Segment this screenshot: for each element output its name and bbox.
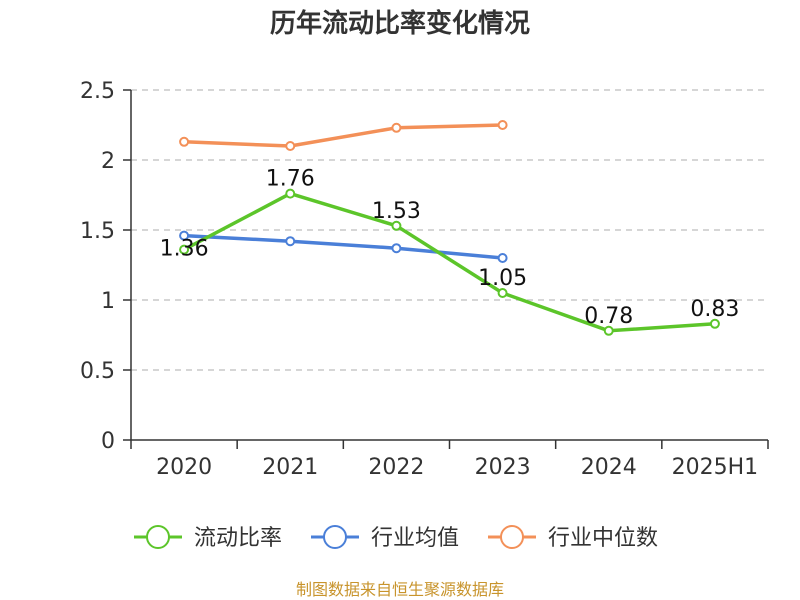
legend[interactable]: 流动比率 行业均值 行业中位数 bbox=[134, 525, 658, 551]
x-tick-label: 2025H1 bbox=[672, 455, 759, 480]
data-point bbox=[709, 318, 720, 329]
legend-item[interactable]: 行业均值 bbox=[311, 525, 459, 551]
x-tick-label: 2023 bbox=[475, 455, 531, 480]
data-labels: 1.36 1.76 1.53 1.05 0.78 0.83 bbox=[160, 167, 740, 329]
data-point bbox=[391, 243, 402, 254]
y-tick-label: 0 bbox=[101, 429, 115, 454]
series-line bbox=[184, 123, 503, 148]
data-point bbox=[603, 325, 614, 336]
data-point bbox=[497, 253, 508, 263]
data-point bbox=[391, 220, 402, 231]
chart-title: 历年流动比率变化情况 bbox=[270, 8, 530, 39]
legend-item[interactable]: 流动比率 bbox=[134, 525, 282, 551]
series-points bbox=[179, 120, 720, 336]
source-note: 制图数据来自恒生聚源数据库 bbox=[296, 580, 504, 599]
data-point bbox=[285, 236, 296, 247]
series-lines bbox=[183, 123, 716, 333]
data-point bbox=[179, 136, 190, 147]
data-point bbox=[179, 230, 190, 241]
data-label: 0.83 bbox=[690, 297, 739, 322]
series-line bbox=[183, 233, 503, 260]
legend-label: 流动比率 bbox=[194, 526, 282, 551]
x-tick-label: 2021 bbox=[262, 455, 318, 480]
legend-label: 行业中位数 bbox=[548, 526, 658, 551]
grid-lines bbox=[131, 89, 768, 371]
data-point bbox=[179, 244, 190, 255]
legend-marker-icon bbox=[323, 525, 347, 549]
x-tick-label: 2022 bbox=[368, 455, 424, 480]
y-tick-label: 1.5 bbox=[80, 219, 115, 244]
data-point bbox=[391, 122, 402, 133]
data-point bbox=[497, 288, 508, 298]
series-line bbox=[183, 191, 716, 333]
y-tick-label: 2.5 bbox=[80, 79, 115, 104]
data-label: 1.36 bbox=[160, 237, 209, 262]
y-tick-label: 0.5 bbox=[80, 359, 115, 384]
x-tick-label: 2020 bbox=[156, 455, 212, 480]
axes bbox=[123, 89, 769, 449]
data-label: 0.78 bbox=[584, 304, 633, 329]
data-label: 1.53 bbox=[372, 199, 421, 224]
legend-label: 行业均值 bbox=[371, 526, 459, 551]
tick-labels: 0 0.5 1 1.5 2 2.5 2020 2021 2022 2023 2024 2025H1 bbox=[80, 79, 758, 480]
legend-item[interactable]: 行业中位数 bbox=[488, 525, 658, 551]
data-point bbox=[497, 120, 508, 130]
x-tick-label: 2024 bbox=[581, 455, 637, 480]
y-tick-label: 1 bbox=[101, 289, 115, 314]
legend-marker-icon bbox=[146, 525, 170, 549]
data-label: 1.76 bbox=[266, 167, 315, 192]
y-tick-label: 2 bbox=[101, 149, 115, 174]
data-point bbox=[285, 141, 296, 151]
legend-marker-icon bbox=[500, 525, 524, 549]
data-label: 1.05 bbox=[478, 266, 527, 291]
data-point bbox=[285, 188, 296, 199]
